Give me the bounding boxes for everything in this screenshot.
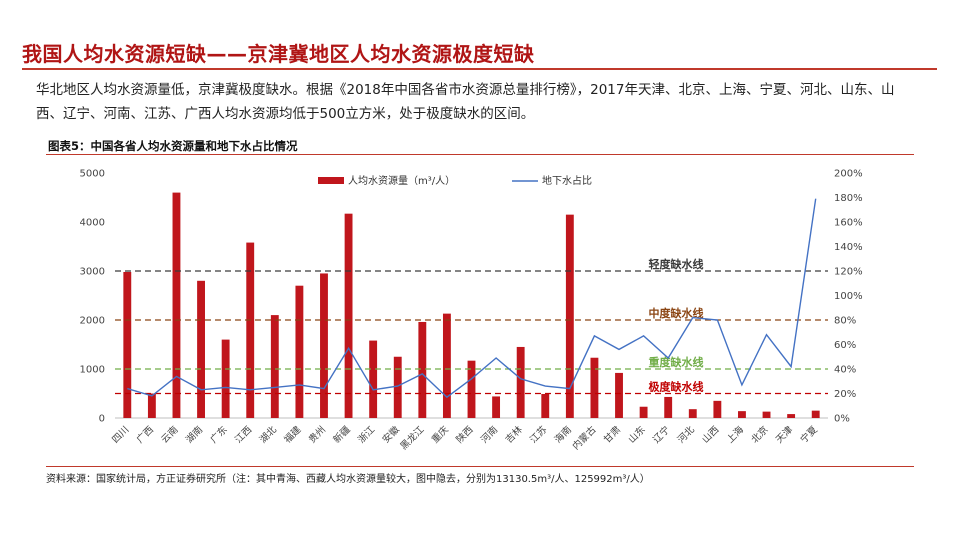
bar-天津: [787, 414, 796, 418]
bar-贵州: [320, 273, 328, 418]
legend-swatch-bar: [318, 177, 344, 184]
x-tick-label: 宁夏: [798, 423, 820, 445]
threshold-label: 中度缺水线: [649, 306, 704, 320]
x-tick-label: 湖南: [183, 424, 205, 446]
x-tick-label: 四川: [110, 424, 131, 445]
x-tick-label: 吉林: [503, 423, 525, 445]
y-left-tick-label: 4000: [80, 218, 105, 229]
x-tick-label: 广东: [208, 424, 230, 446]
bar-重庆: [442, 313, 451, 418]
x-tick-label: 海南: [552, 424, 574, 446]
bar-江西: [246, 242, 255, 418]
y-right-tick-label: 200%: [834, 169, 863, 180]
bar-山东: [639, 406, 648, 418]
line-series-groundwater: [127, 198, 817, 399]
bar-云南: [172, 192, 181, 418]
y-right-tick-label: 80%: [834, 316, 856, 327]
bar-内蒙古: [590, 357, 599, 418]
y-left-tick-label: 2000: [80, 316, 105, 327]
x-tick-label: 浙江: [355, 423, 377, 445]
y-left-tick-label: 3000: [80, 267, 105, 278]
bar-湖北: [270, 315, 279, 418]
legend-label-bar: 人均水资源量（m³/人）: [348, 174, 455, 187]
y-right-tick-label: 140%: [834, 242, 863, 253]
bar-广西: [147, 393, 156, 418]
x-tick-label: 江苏: [527, 423, 549, 445]
x-tick-label: 天津: [774, 424, 796, 446]
x-tick-label: 河北: [675, 423, 697, 445]
x-tick-label: 山西: [700, 424, 721, 445]
x-tick-label: 安徽: [380, 423, 402, 445]
figure-top-divider: [46, 154, 914, 155]
x-tick-label: 内蒙古: [570, 423, 599, 452]
bar-新疆: [344, 213, 353, 418]
bar-海南: [565, 214, 574, 418]
x-tick-label: 广西: [134, 424, 156, 446]
bar-宁夏: [811, 410, 820, 418]
bar-河南: [492, 396, 501, 418]
x-tick-label: 黑龙江: [398, 423, 427, 452]
x-tick-label: 福建: [282, 423, 304, 445]
y-right-tick-label: 160%: [834, 218, 863, 229]
y-right-tick-label: 180%: [834, 193, 863, 204]
x-tick-label: 上海: [724, 423, 746, 445]
bar-吉林: [516, 346, 525, 418]
bar-四川: [123, 271, 132, 418]
y-right-tick-label: 40%: [834, 365, 856, 376]
x-tick-label: 陕西: [454, 424, 476, 446]
x-tick-label: 山东: [626, 424, 648, 446]
y-left-tick-label: 1000: [80, 365, 105, 376]
description-text: 华北地区人均水资源量低，京津冀极度缺水。根据《2018年中国各省市水资源总量排行…: [36, 82, 895, 122]
threshold-label: 极度缺水线: [649, 380, 704, 394]
bar-河北: [688, 409, 697, 418]
bar-北京: [762, 411, 771, 418]
y-right-tick-label: 100%: [834, 291, 863, 302]
figure-bottom-divider: [46, 466, 914, 467]
bar-江苏: [541, 393, 550, 418]
threshold-label: 轻度缺水线: [649, 257, 704, 271]
bar-陕西: [467, 360, 476, 418]
y-right-tick-label: 20%: [834, 389, 856, 400]
x-tick-label: 重庆: [429, 423, 451, 445]
x-tick-label: 辽宁: [650, 424, 672, 446]
page-title: 我国人均水资源短缺——京津冀地区人均水资源极度短缺: [22, 42, 535, 66]
bar-湖南: [197, 280, 205, 418]
bar-广东: [221, 339, 230, 418]
bar-福建: [295, 285, 304, 418]
x-tick-label: 甘肃: [601, 424, 623, 446]
y-right-tick-label: 60%: [834, 340, 856, 351]
x-tick-label: 北京: [749, 424, 771, 446]
source-note: 资料来源：国家统计局，方正证券研究所（注：其中青海、西藏人均水资源量较大，图中隐…: [46, 474, 650, 485]
x-tick-label: 云南: [159, 424, 181, 446]
bar-甘肃: [615, 372, 623, 418]
bar-辽宁: [664, 396, 673, 418]
y-right-tick-label: 0%: [834, 414, 850, 425]
x-tick-label: 新疆: [331, 423, 353, 445]
y-left-tick-label: 5000: [80, 169, 105, 180]
bar-黑龙江: [418, 321, 427, 418]
x-tick-label: 贵州: [306, 424, 328, 446]
bar-安徽: [393, 356, 402, 418]
y-right-tick-label: 120%: [834, 267, 863, 278]
threshold-label: 重度缺水线: [649, 355, 704, 369]
bar-浙江: [369, 340, 378, 418]
x-tick-label: 湖北: [258, 424, 280, 446]
title-divider: [22, 68, 937, 70]
x-tick-label: 河南: [478, 424, 500, 446]
bar-山西: [713, 400, 722, 418]
x-tick-label: 江西: [233, 424, 254, 445]
legend-label-line: 地下水占比: [542, 174, 592, 187]
figure-title: 图表5：中国各省人均水资源量和地下水占比情况: [48, 139, 298, 153]
y-left-tick-label: 0: [99, 414, 105, 425]
bar-上海: [738, 411, 746, 418]
